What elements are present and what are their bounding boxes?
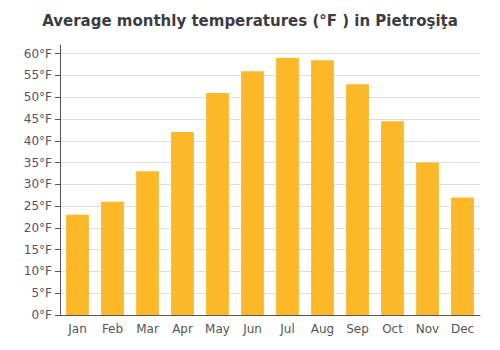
svg-text:35°F: 35°F	[24, 156, 52, 170]
svg-text:Average monthly temperatures (: Average monthly temperatures (°F ) in Pi…	[42, 12, 458, 30]
svg-text:Jan: Jan	[67, 322, 87, 336]
svg-text:Aug: Aug	[311, 322, 334, 336]
svg-text:Mar: Mar	[136, 322, 159, 336]
svg-text:Feb: Feb	[102, 322, 123, 336]
svg-text:Apr: Apr	[172, 322, 193, 336]
svg-text:20°F: 20°F	[24, 221, 52, 235]
svg-text:Jul: Jul	[279, 322, 294, 336]
svg-text:Nov: Nov	[416, 322, 439, 336]
svg-text:15°F: 15°F	[24, 243, 52, 257]
svg-text:Jun: Jun	[242, 322, 262, 336]
svg-text:45°F: 45°F	[24, 112, 52, 126]
svg-text:5°F: 5°F	[31, 286, 52, 300]
svg-text:0°F: 0°F	[31, 308, 52, 322]
svg-text:Oct: Oct	[382, 322, 403, 336]
svg-text:60°F: 60°F	[24, 47, 52, 61]
svg-text:30°F: 30°F	[24, 177, 52, 191]
svg-text:Dec: Dec	[451, 322, 474, 336]
svg-text:40°F: 40°F	[24, 134, 52, 148]
svg-text:May: May	[205, 322, 230, 336]
svg-text:10°F: 10°F	[24, 264, 52, 278]
svg-text:50°F: 50°F	[24, 90, 52, 104]
svg-text:55°F: 55°F	[24, 68, 52, 82]
svg-text:25°F: 25°F	[24, 199, 52, 213]
svg-text:Sep: Sep	[346, 322, 369, 336]
